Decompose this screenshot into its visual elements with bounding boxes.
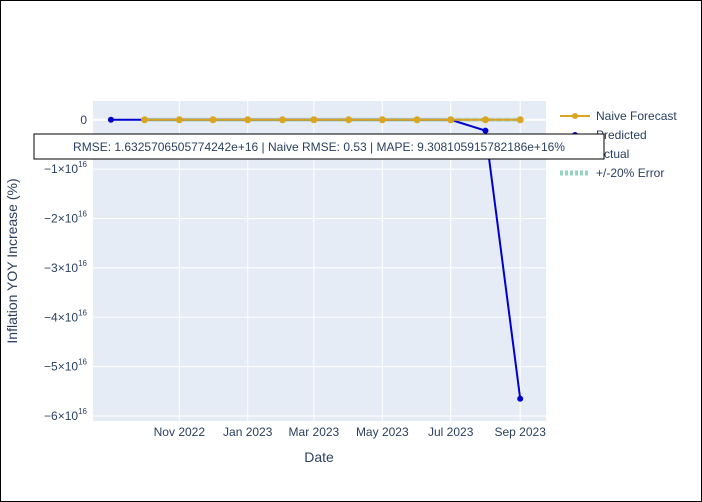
- y-axis-title: Inflation YOY Increase (%): [4, 178, 20, 343]
- y-tick-label: −4×1016: [44, 308, 87, 324]
- series-layer: [107, 116, 524, 402]
- data-point[interactable]: [516, 116, 524, 124]
- y-tick-label: 0: [80, 113, 87, 127]
- y-tick-label: −2×1016: [44, 210, 87, 226]
- legend-marker: [572, 113, 578, 119]
- y-tick-label: −6×1016: [44, 407, 87, 423]
- data-point[interactable]: [107, 116, 114, 123]
- data-point[interactable]: [244, 116, 252, 124]
- series-naive-forecast: [141, 116, 524, 124]
- legend-label: +/-20% Error: [596, 166, 664, 180]
- x-axis-title: Date: [304, 449, 334, 465]
- y-tick-labels: 0 −1×1016 −2×1016 −3×1016 −4×1016 −5×1016 −6×1…: [44, 113, 87, 423]
- data-point[interactable]: [141, 116, 149, 124]
- x-tick-label: Mar 2023: [289, 425, 340, 439]
- legend-item[interactable]: +/-20% Error: [560, 166, 664, 180]
- data-point[interactable]: [517, 395, 524, 402]
- legend-label: Predicted: [596, 128, 647, 142]
- data-point[interactable]: [378, 116, 386, 124]
- x-tick-labels: Nov 2022 Jan 2023 Mar 2023 May 2023 Jul 2023…: [154, 425, 547, 439]
- data-point[interactable]: [447, 116, 455, 124]
- data-point[interactable]: [175, 116, 183, 124]
- y-tick-label: −5×1016: [44, 358, 87, 374]
- legend-label: Naive Forecast: [596, 109, 677, 123]
- x-tick-label: Jul 2023: [428, 425, 474, 439]
- legend-item[interactable]: Naive Forecast: [560, 109, 677, 123]
- x-tick-label: Nov 2022: [154, 425, 206, 439]
- annotation-text: RMSE: 1.6325706505774242e+16 | Naive RMS…: [73, 140, 565, 154]
- data-point[interactable]: [209, 116, 217, 124]
- x-tick-label: Jan 2023: [223, 425, 273, 439]
- data-point[interactable]: [345, 116, 353, 124]
- data-point[interactable]: [482, 127, 489, 134]
- x-tick-label: Sep 2023: [495, 425, 547, 439]
- annotation-box: [33, 133, 605, 160]
- data-point[interactable]: [413, 116, 421, 124]
- data-point[interactable]: [310, 116, 318, 124]
- data-point[interactable]: [481, 116, 489, 124]
- x-tick-label: May 2023: [356, 425, 409, 439]
- metrics-annotation: RMSE: 1.6325706505774242e+16 | Naive RMS…: [33, 133, 605, 160]
- y-tick-label: −1×1016: [44, 160, 87, 176]
- data-point[interactable]: [278, 116, 286, 124]
- y-tick-label: −3×1016: [44, 259, 87, 275]
